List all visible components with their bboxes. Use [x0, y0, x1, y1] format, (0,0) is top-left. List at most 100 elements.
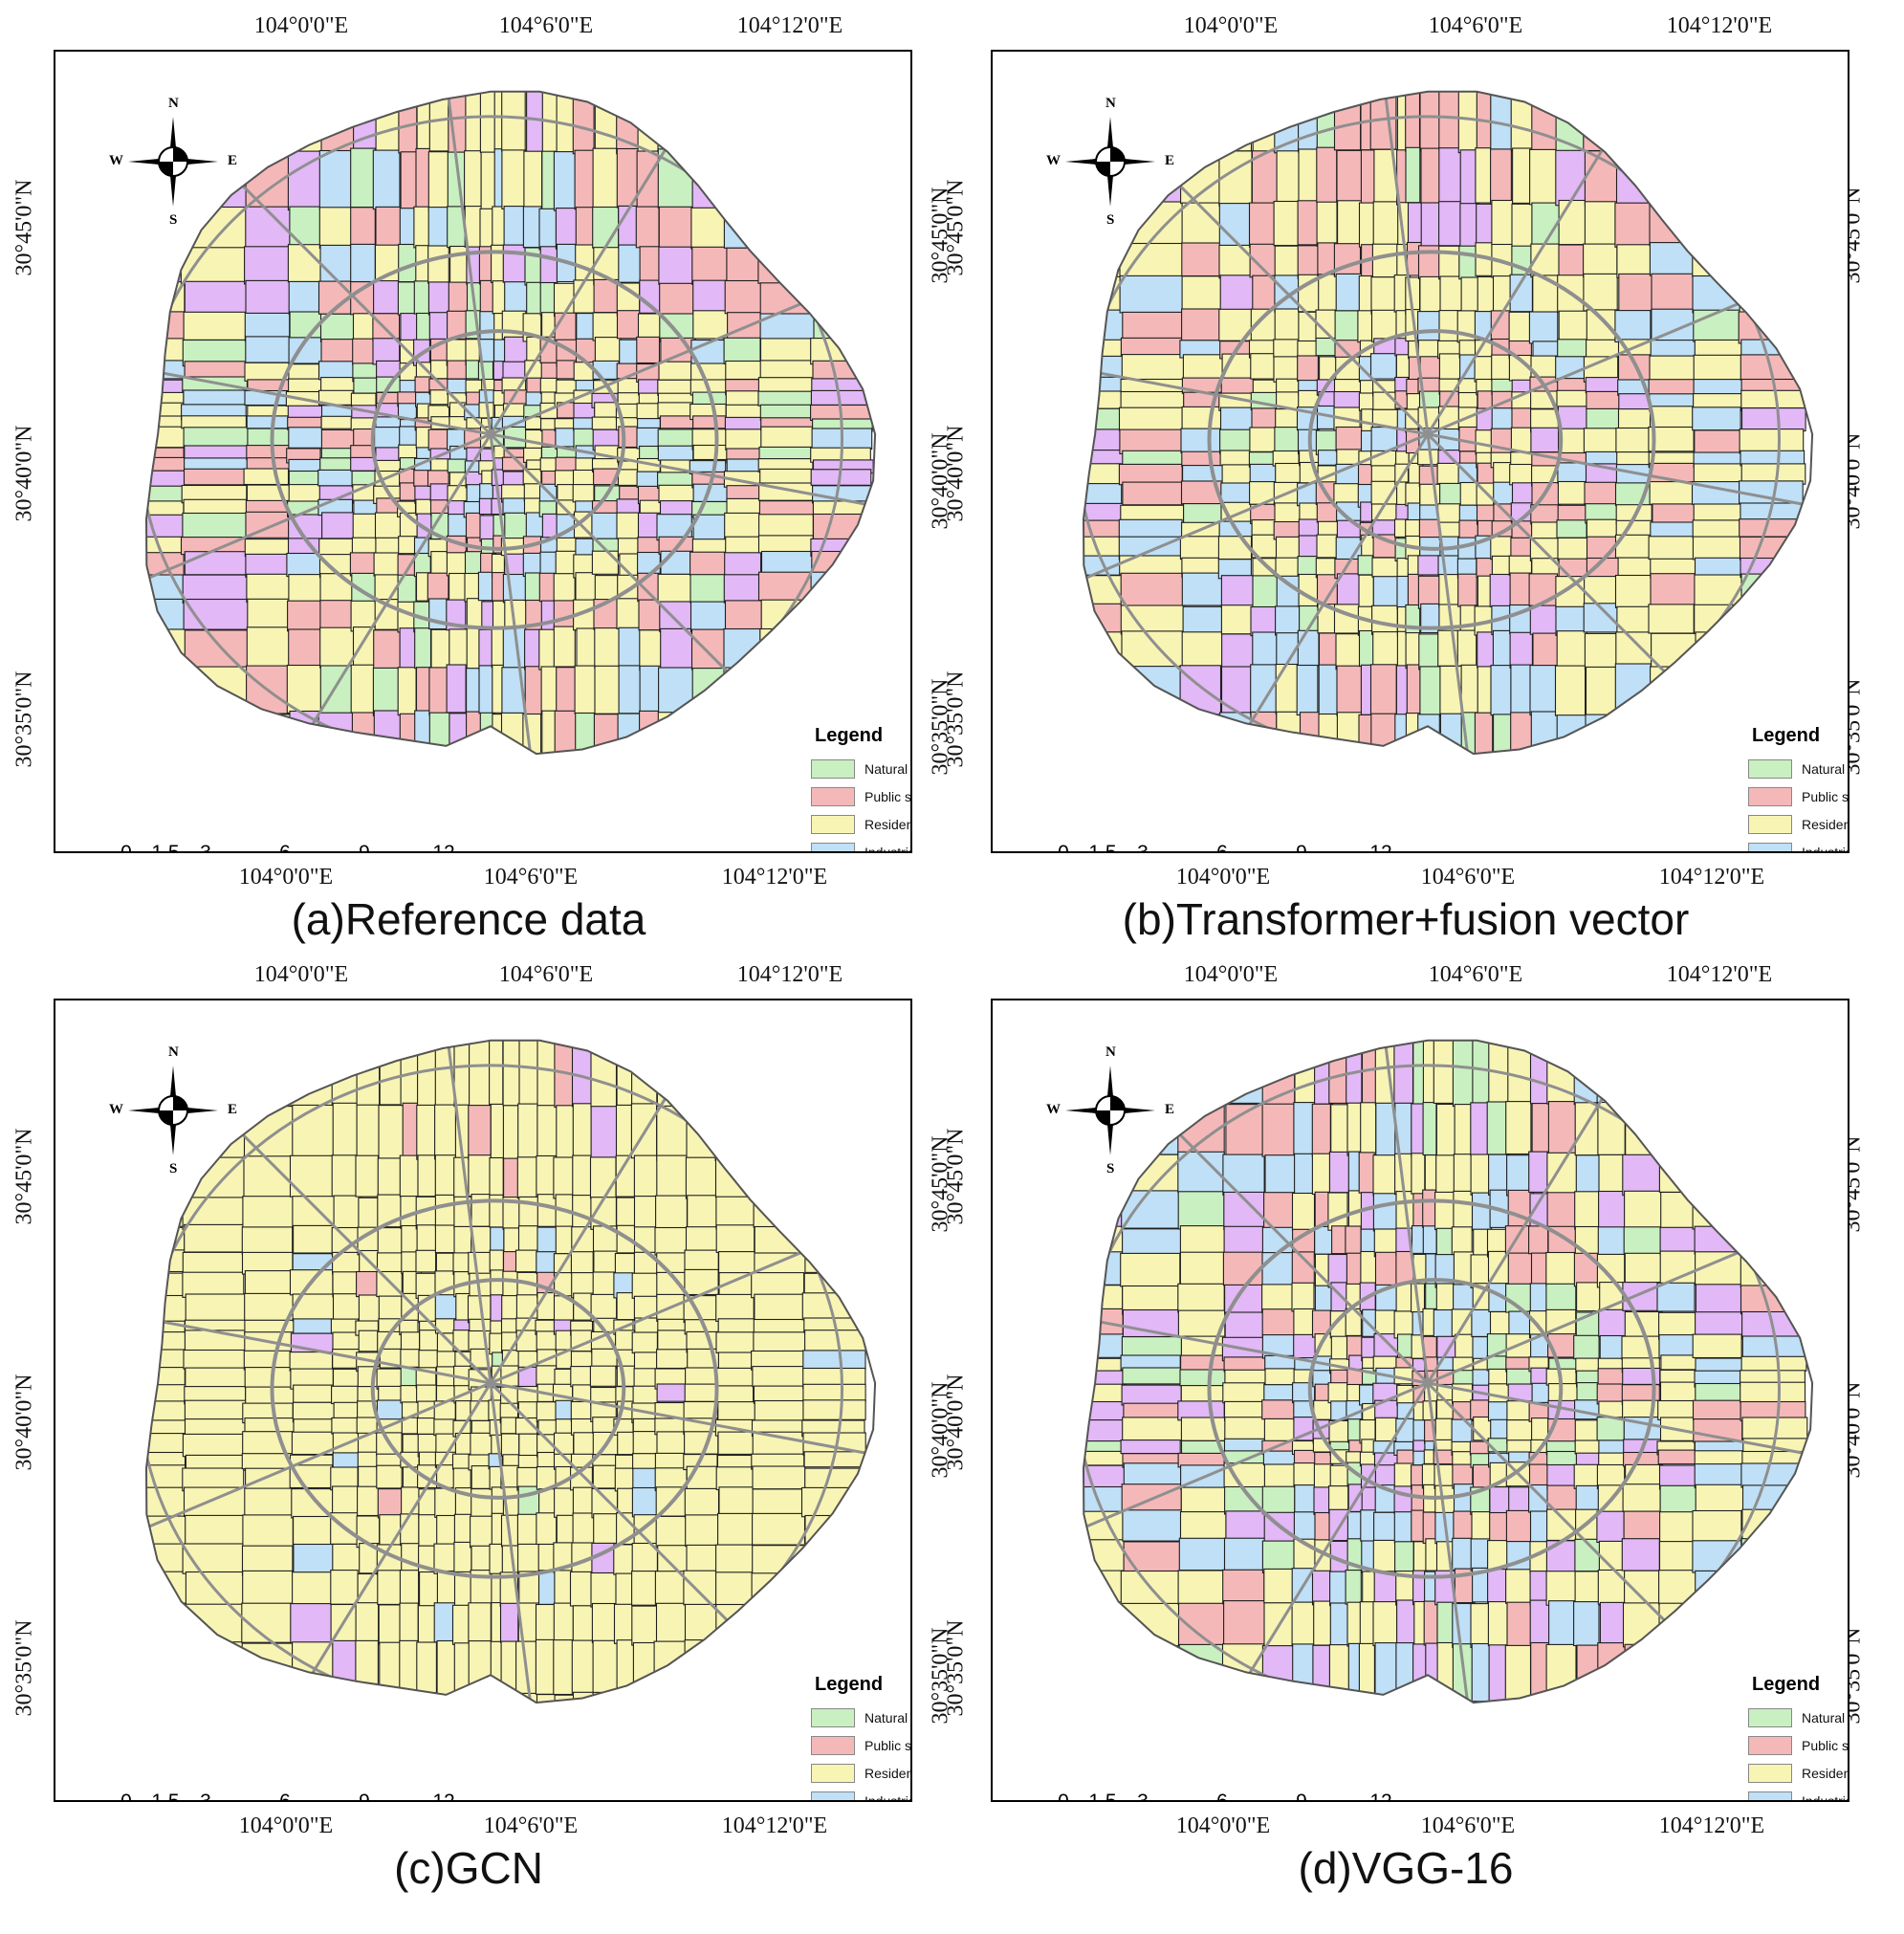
scale-tick: 3	[200, 1791, 211, 1802]
north-arrow-compass-icon: N S E W	[1046, 96, 1174, 228]
legend-label: Natural	[1802, 760, 1846, 777]
legend-swatch	[811, 1791, 855, 1800]
legend-title: Legend	[815, 1674, 884, 1695]
longitude-label-bottom: 104°6'0"E	[1420, 865, 1516, 890]
legend: Legend Natural Public service Residentia In…	[811, 725, 912, 851]
longitude-label-top: 104°6'0"E	[1428, 13, 1523, 38]
legend-swatch	[811, 758, 855, 779]
scale-bar: 0 1.5 3 6 9 12 KM	[120, 842, 467, 853]
scale-tick: 9	[1296, 1791, 1307, 1802]
compass-west-label: W	[109, 153, 123, 168]
longitude-label-bottom: 104°12'0"E	[721, 1813, 828, 1838]
legend-item: Natural	[1748, 1703, 1848, 1731]
compass-south-label: S	[1106, 1161, 1115, 1176]
legend-swatch	[1748, 1735, 1792, 1755]
scale-tick: 6	[1216, 842, 1228, 853]
land-use-map	[1082, 90, 1814, 756]
legend-label: Residentia	[1802, 1765, 1849, 1781]
scale-bar: 0 1.5 3 6 9 12 KM	[1058, 1791, 1404, 1802]
legend-swatch	[811, 1707, 855, 1727]
scale-tick: 0	[120, 842, 132, 853]
legend-swatch	[1748, 1763, 1792, 1783]
compass-east-label: E	[1165, 153, 1175, 168]
legend-label: Natural	[864, 1709, 908, 1725]
legend: Legend Natural Public service Residentia In…	[1748, 725, 1849, 851]
legend-label: Residentia	[864, 816, 912, 832]
compass-south-label: S	[1106, 212, 1115, 228]
legend-item: Residentia	[1748, 810, 1849, 838]
latitude-label-left: 30°45'0"N	[11, 1128, 37, 1225]
compass-rose-icon	[1065, 117, 1155, 207]
legend-swatch	[1748, 786, 1792, 806]
compass-north-label: N	[1105, 96, 1116, 111]
longitude-label-bottom: 104°0'0"E	[238, 1813, 334, 1838]
longitude-label-bottom: 104°12'0"E	[1658, 865, 1765, 890]
panel-caption: (d)VGG-16	[1298, 1843, 1514, 1893]
legend-swatch	[811, 786, 855, 806]
legend-item: Public service	[1748, 782, 1849, 810]
legend-swatch	[1748, 842, 1792, 851]
legend-label: Natural	[1802, 1709, 1846, 1725]
legend-label: Residentia	[1802, 816, 1849, 832]
scale-tick: 12	[432, 1791, 455, 1802]
compass-east-label: E	[228, 1102, 238, 1117]
longitude-label-top: 104°0'0"E	[253, 13, 349, 38]
legend-item: Residentia	[811, 1759, 910, 1787]
compass-east-label: E	[228, 153, 238, 168]
legend-item: Residentia	[1748, 1759, 1849, 1787]
legend-item: Industrial	[1748, 1787, 1848, 1802]
legend-label: Public service	[1802, 788, 1849, 804]
scale-tick: 1.5	[1088, 1791, 1117, 1802]
scale-tick: 9	[1296, 842, 1307, 853]
longitude-label-bottom: 104°6'0"E	[483, 865, 579, 890]
latitude-label-left: 30°40'0"N	[11, 1374, 37, 1471]
legend-label: Public service	[864, 1737, 912, 1753]
latitude-label-left: 30°35'0"N	[943, 670, 969, 768]
legend-title: Legend	[1752, 725, 1821, 746]
map-panel-d: 104°0'0"E 104°6'0"E 104°12'0"E 104°0'0"E…	[937, 949, 1874, 1905]
legend-swatch	[811, 842, 855, 851]
legend-swatch	[1748, 758, 1792, 779]
legend-swatch	[1748, 1791, 1792, 1800]
latitude-label-left: 30°45'0"N	[11, 179, 37, 276]
longitude-label-bottom: 104°12'0"E	[721, 865, 828, 890]
legend-swatch	[1748, 1707, 1792, 1727]
land-use-map	[144, 1039, 877, 1704]
compass-north-label: N	[1105, 1044, 1116, 1060]
compass-rose-icon	[1065, 1066, 1155, 1155]
legend-item: Public service	[1748, 1731, 1849, 1759]
scale-tick: 6	[1216, 1791, 1228, 1802]
land-use-map	[144, 90, 877, 756]
scale-bar: 0 1.5 3 6 9 12 KM	[120, 1791, 467, 1802]
scale-tick: 6	[279, 842, 291, 853]
legend-swatch	[811, 1763, 855, 1783]
legend-label: Industrial	[1802, 1792, 1848, 1802]
scale-tick: 12	[1369, 1791, 1392, 1802]
scale-tick: 0	[120, 1791, 132, 1802]
longitude-label-bottom: 104°6'0"E	[483, 1813, 579, 1838]
longitude-label-top: 104°0'0"E	[1183, 13, 1279, 38]
legend-items: Natural Public service Residentia Industria…	[811, 1703, 912, 1802]
compass-south-label: S	[169, 212, 178, 228]
legend-item: Industrial	[811, 1787, 910, 1802]
legend-item: Industrial	[1748, 838, 1848, 851]
scale-tick: 1.5	[151, 1791, 180, 1802]
longitude-label-bottom: 104°0'0"E	[238, 865, 334, 890]
map-frame: N S E W 0 1.5 3 6 9 12	[54, 999, 912, 1802]
longitude-label-top: 104°0'0"E	[253, 962, 349, 987]
scale-tick: 3	[1137, 1791, 1149, 1802]
legend-item: Natural	[1748, 755, 1848, 782]
scale-tick: 1.5	[1088, 842, 1117, 853]
scale-tick: 0	[1058, 1791, 1069, 1802]
latitude-label-left: 30°45'0"N	[943, 179, 969, 276]
north-arrow-compass-icon: N S E W	[1046, 1044, 1174, 1176]
legend-label: Industrial	[864, 1792, 910, 1802]
compass-east-label: E	[1165, 1102, 1175, 1117]
map-frame: N S E W 0 1.5 3 6 9 12	[54, 50, 912, 853]
compass-west-label: W	[1046, 1102, 1061, 1117]
scale-tick: 9	[359, 1791, 370, 1802]
compass-north-label: N	[168, 1044, 179, 1060]
scale-tick: 0	[1058, 842, 1069, 853]
legend-label: Natural	[864, 760, 908, 777]
legend-label: Public service	[1802, 1737, 1849, 1753]
